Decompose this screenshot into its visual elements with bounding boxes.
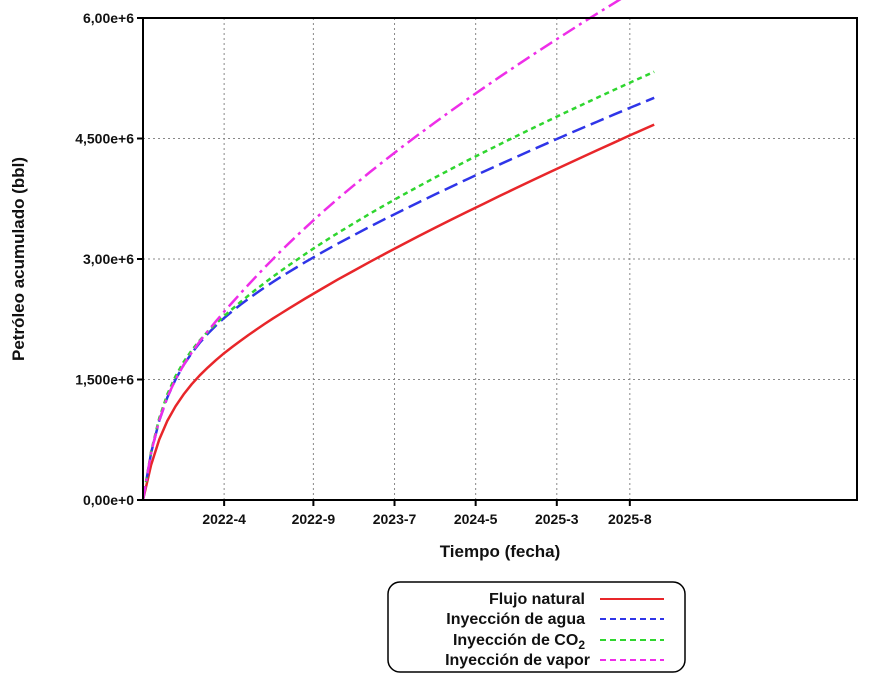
y-tick-label: 6,00e+6 — [83, 10, 134, 26]
series-line-3 — [141, 70, 655, 501]
series-line-4 — [141, 0, 622, 501]
legend: Flujo natural Inyección de agua Inyección … — [387, 581, 686, 673]
x-tick-label: 2022-4 — [202, 511, 246, 527]
legend-label-2: Inyección de agua — [446, 611, 585, 628]
series-line-1 — [141, 123, 655, 501]
x-tick-label: 2025-3 — [535, 511, 579, 527]
y-tick-label: 1,500e+6 — [75, 372, 134, 388]
y-tick-label: 0,00e+0 — [83, 492, 134, 508]
x-tick-label: 2022-9 — [292, 511, 336, 527]
x-axis-title: Tiempo (fecha) — [440, 542, 561, 561]
legend-box — [387, 581, 686, 673]
legend-label-4: Inyección de vapor — [445, 652, 590, 669]
legend-label-1: Flujo natural — [489, 591, 585, 608]
x-tick-label: 2025-8 — [608, 511, 652, 527]
series-layer — [141, 0, 655, 501]
x-tick-label: 2024-5 — [454, 511, 498, 527]
y-axis-ticks: 0,00e+0 1,500e+6 3,00e+6 4,500e+6 6,00e+6 — [75, 10, 143, 508]
y-axis-title: Petróleo acumulado (bbl) — [9, 157, 28, 361]
legend-label-3: Inyección de CO2 — [453, 632, 585, 652]
grid — [143, 18, 857, 500]
x-tick-label: 2023-7 — [373, 511, 417, 527]
x-axis-ticks: 2022-4 2022-9 2023-7 2024-5 2025-3 2025-8 — [202, 500, 652, 527]
y-tick-label: 4,500e+6 — [75, 131, 134, 147]
y-tick-label: 3,00e+6 — [83, 251, 134, 267]
